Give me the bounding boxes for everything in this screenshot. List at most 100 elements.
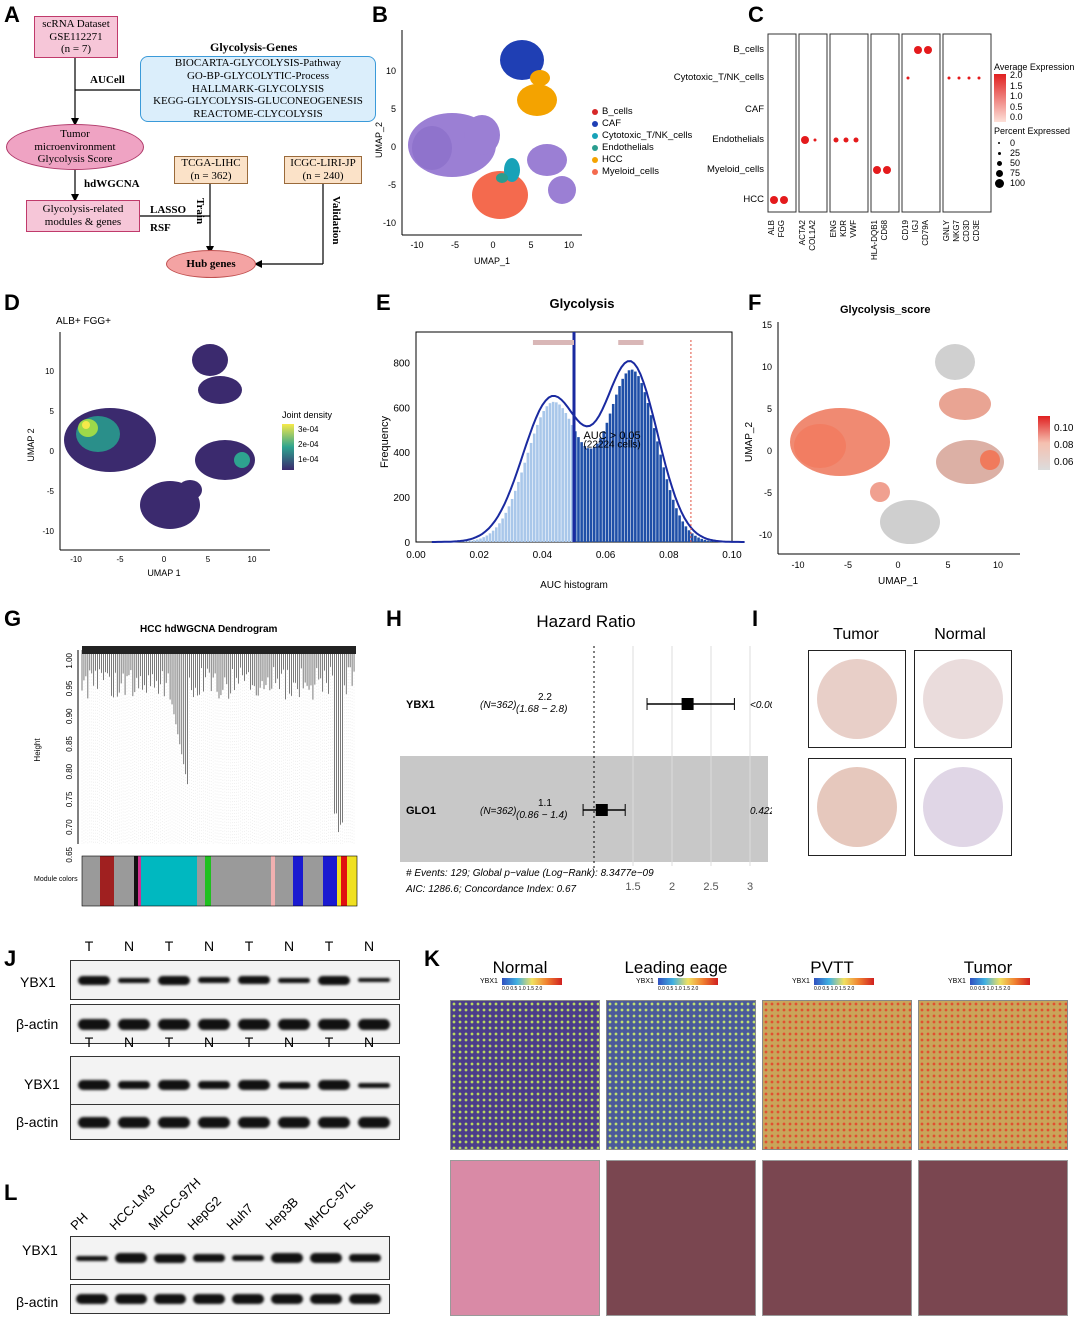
c-dot	[914, 46, 922, 54]
e-hist-bar	[501, 518, 504, 542]
g-module-block	[341, 856, 347, 906]
g-ytick: 0.95	[65, 680, 74, 696]
b-xtick-2: -5	[451, 240, 459, 250]
l-row2-label: β-actin	[16, 1294, 58, 1310]
ihc-normal-1	[914, 650, 1012, 748]
dataset-line1: scRNA Dataset	[42, 18, 110, 31]
l-lane-label: HepG2	[184, 1193, 224, 1233]
l-band	[310, 1294, 342, 1304]
j-row3-label: YBX1	[24, 1076, 60, 1092]
panel-i-ihc: Tumor Normal	[806, 620, 1080, 860]
c-dot	[844, 138, 849, 143]
panel-k-spatial: Normal YBX1 0.0 0.5 1.0 1.5 2.0 Leading eag…	[440, 956, 1080, 1322]
c-gene-label: ALB	[767, 220, 776, 235]
k-scale-bar	[970, 978, 1030, 985]
j-band	[278, 978, 310, 983]
panel-j-western: TNTNTNTN YBX1 β-actin TNTNTNTN YBX1 β-ac…	[0, 936, 410, 1146]
g-plot: 1.000.950.900.850.800.750.700.65Height	[0, 620, 380, 920]
e-hist-bar	[587, 448, 590, 542]
d-ytick-1: 10	[45, 367, 54, 376]
k-scale-label: YBX1	[480, 978, 498, 985]
k-scale-ticks: 0.0 0.5 1.0 1.5 2.0	[502, 986, 542, 992]
gene-set-3: HALLMARK-GLYCOLYSIS	[192, 83, 324, 96]
c-pct-label: 0	[1010, 138, 1015, 148]
e-hist-bar	[520, 473, 523, 542]
e-hist-bar	[700, 539, 703, 542]
e-hist-bar	[675, 508, 678, 542]
b-xtick-5: 10	[564, 240, 574, 250]
l-band	[154, 1294, 186, 1304]
e-ytick: 600	[393, 403, 410, 414]
panel-c-dotplot: B_cells Cytotoxic_T/NK_cells CAF Endothelia…	[660, 20, 1080, 295]
e-ytick: 400	[393, 448, 410, 459]
e-hist-bar	[495, 527, 498, 542]
b-legend-dot	[592, 157, 598, 163]
f-ytick-4: 0	[767, 446, 772, 456]
e-hist-bar	[681, 521, 684, 542]
g-top-bar	[82, 646, 356, 654]
h-xtick: 2.5	[703, 881, 718, 893]
e-hist-bar	[637, 376, 640, 542]
j-lane-label: N	[194, 1034, 224, 1050]
e-hist-bar	[479, 538, 482, 542]
e-hist-bar	[568, 419, 571, 542]
k-spot-plot	[450, 1000, 600, 1150]
j-band	[278, 1082, 310, 1089]
e-hist-bar	[672, 500, 675, 542]
c-expr-ticks: 2.0 1.5 1.0 0.5 0.0	[1010, 70, 1023, 123]
j-lane-label: N	[354, 938, 384, 954]
b-legend-label: Myeloid_cells	[602, 166, 659, 178]
b-ytick-1: 10	[386, 66, 396, 76]
g-module-block	[337, 856, 341, 906]
c-pct-item: 100	[994, 178, 1025, 188]
j-band	[198, 1019, 230, 1030]
c-expr-tick: 0.0	[1010, 112, 1023, 123]
e-hist-bar	[634, 372, 637, 542]
e-hist-bar	[514, 491, 517, 542]
dataset-line2: GSE112271	[49, 31, 102, 44]
b-legend-label: Endothelials	[602, 142, 654, 154]
b-ytick-3: 0	[391, 142, 396, 152]
j-band	[238, 1080, 270, 1090]
h-ci: (1.68 − 2.8)	[516, 704, 567, 715]
e-hist-bar	[707, 541, 710, 542]
h-pval: <0.001	[750, 700, 772, 711]
hub-genes-ellipse: Hub genes	[166, 250, 256, 278]
e-hist-bar	[470, 541, 473, 542]
e-hist-bar	[476, 539, 479, 542]
c-dot	[854, 138, 859, 143]
train-label: Train	[194, 198, 206, 224]
k-scale-ticks: 0.0 0.5 1.0 1.5 2.0	[970, 986, 1010, 992]
g-module-block	[303, 856, 323, 906]
f-plot: 15 10 5 0 -5 -10 -10 -5 0 5 10 UMAP_1 UM…	[740, 292, 1080, 602]
e-hist-bar	[565, 413, 568, 542]
j-band	[158, 1019, 190, 1030]
h-footer-1: # Events: 129; Global p−value (Log−Rank)…	[406, 868, 654, 879]
c-dot	[978, 77, 981, 80]
g-module-block	[211, 856, 271, 906]
j-band	[118, 1019, 150, 1030]
l-band	[310, 1253, 342, 1263]
f-legend-ticks: 0.10 0.08 0.06	[1054, 420, 1073, 471]
j-band	[118, 1081, 150, 1089]
j-band	[318, 1080, 350, 1090]
f-legend-gradient	[1038, 416, 1050, 470]
e-hist-bar	[577, 437, 580, 542]
d-legend-tick-3: 1e-04	[298, 452, 318, 467]
e-hist-bar	[549, 403, 552, 542]
h-plot: YBX1 (N=362) 2.2(1.68 − 2.8) <0.001 GLO1 (N=3…	[396, 606, 772, 906]
e-hist-bar	[508, 506, 511, 542]
e-xtick: 0.00	[406, 550, 426, 561]
b-legend-dot	[592, 169, 598, 175]
c-expr-tick: 1.0	[1010, 91, 1023, 102]
c-gene-label: NKG7	[952, 219, 961, 241]
l-lane-label: Huh7	[223, 1200, 256, 1233]
l-band	[76, 1294, 108, 1304]
g-module-block	[82, 856, 100, 906]
c-facet	[799, 34, 827, 212]
e-hist-bar	[473, 540, 476, 542]
j-band	[278, 1019, 310, 1030]
c-dot	[907, 77, 910, 80]
j-band	[198, 1117, 230, 1128]
b-legend-dot	[592, 133, 598, 139]
